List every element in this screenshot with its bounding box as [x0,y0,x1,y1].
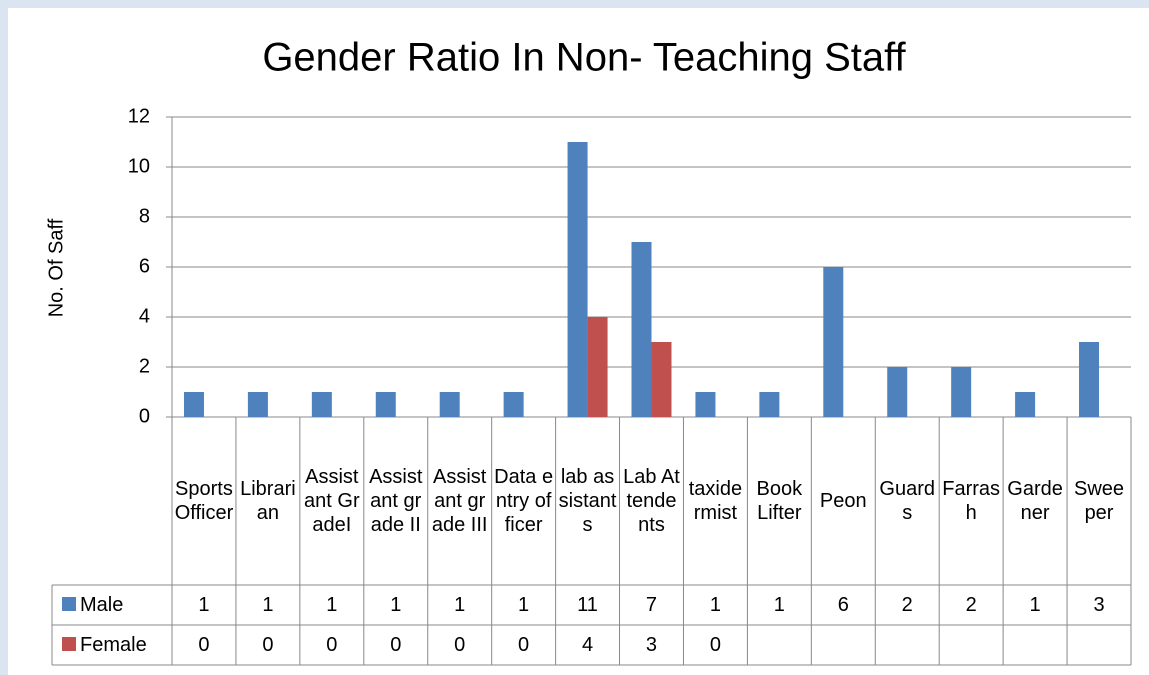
table-value: 0 [518,633,530,656]
chart-title: Gender Ratio In Non- Teaching Staff [262,36,906,80]
bar [567,142,588,417]
bar [1015,392,1036,417]
y-axis-label: No. Of Saff [45,218,67,317]
category-label: Assistant grade III [431,466,488,536]
category-label: Lab Attendents [623,466,680,536]
bar [311,392,332,417]
legend-entry: Male [80,593,124,616]
bar [375,392,396,417]
table-value: 0 [262,633,274,656]
category-label: Data entry officer [494,466,554,536]
bar [439,392,460,417]
table-value: 1 [1029,593,1041,616]
table-value: 1 [262,593,274,616]
legend-swatch [62,597,76,611]
bar [503,392,524,417]
table-value: 0 [709,633,721,656]
table-value: 7 [645,593,658,616]
category-label: Sweeper [1074,478,1125,524]
table-value: 0 [326,633,338,656]
table-value: 1 [454,593,466,616]
category-label: Peon [819,490,867,512]
bar [183,392,204,417]
legend-entry: Female [80,633,147,656]
category-label: taxidermist [688,478,743,524]
table-value: 0 [198,633,210,656]
table-value: 2 [965,593,977,616]
y-tick-label: 4 [139,305,150,327]
table-value: 3 [1093,593,1105,616]
bar [1079,342,1100,417]
y-tick-label: 10 [128,155,150,177]
category-label: Assistant grade II [369,466,423,536]
table-value: 1 [709,593,721,616]
bar [823,267,844,417]
category-label: Sports Officer [174,478,234,524]
bar [587,317,608,417]
category-label: Guards [879,478,936,524]
y-tick-label: 12 [128,105,150,127]
bar [887,367,908,417]
category-label: Farrash [942,478,1001,524]
table-value: 4 [581,633,594,656]
bar [651,342,672,417]
legend-swatch [62,637,76,651]
bar [247,392,268,417]
category-label: lab assistants [558,466,617,536]
category-label: Gardener [1007,478,1063,524]
y-tick-label: 2 [139,355,150,377]
table-value: 1 [198,593,210,616]
table-value: 0 [454,633,466,656]
table-value: 6 [837,593,849,616]
table-value: 1 [326,593,338,616]
table-value: 1 [518,593,530,616]
y-tick-label: 0 [139,405,150,427]
table-value: 1 [390,593,402,616]
category-label: Book Lifter [756,478,803,524]
table-value: 0 [390,633,402,656]
bar [695,392,716,417]
y-tick-label: 8 [139,205,150,227]
y-tick-label: 6 [139,255,150,277]
category-label: Librarian [240,478,296,524]
table-value: 11 [577,593,598,616]
bar [951,367,972,417]
bar [759,392,780,417]
table-value: 1 [773,593,785,616]
category-label: Assistant GradeI [304,466,360,536]
bar [631,242,652,417]
table-value: 3 [645,633,658,656]
table-value: 2 [901,593,913,616]
